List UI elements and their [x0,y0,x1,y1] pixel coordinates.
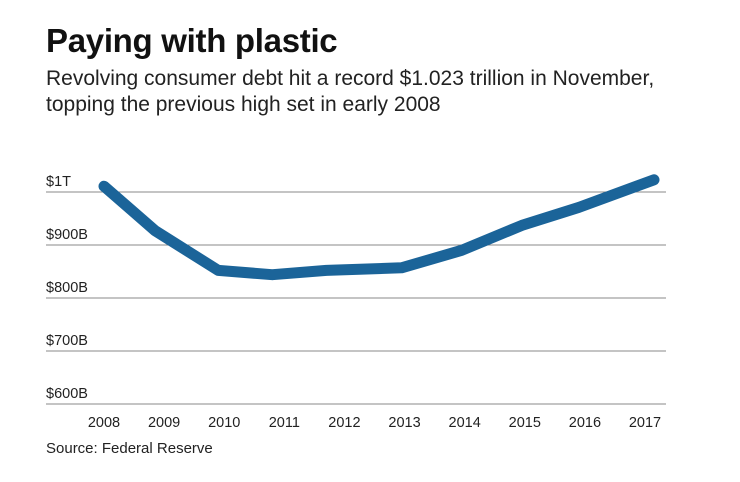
x-tick-label: 2016 [569,415,601,431]
x-tick-label: 2015 [509,415,541,431]
x-tick-label: 2017 [629,415,661,431]
gridlines [46,191,666,405]
y-axis-labels: $600B $700B $800B $900B $1T [46,174,88,402]
x-tick-label: 2008 [88,415,120,431]
x-axis-labels: 2008 2009 2010 2011 2012 2013 2014 2015 2016 2017 [88,415,661,431]
x-tick-label: 2013 [388,415,420,431]
chart-subtitle: Revolving consumer debt hit a record $1.… [46,67,655,116]
x-tick-label: 2009 [148,415,180,431]
x-tick-label: 2014 [449,415,481,431]
source-note: Source: Federal Reserve [46,440,213,457]
x-tick-label: 2010 [208,415,240,431]
y-tick-label: $600B [46,386,88,402]
series-layer [98,174,660,281]
y-tick-label: $800B [46,280,88,296]
x-tick-label: 2012 [328,415,360,431]
y-tick-label: $1T [46,174,71,190]
x-tick-label: 2011 [269,415,300,431]
y-tick-label: $700B [46,333,88,349]
chart-title: Paying with plastic [46,22,338,59]
y-tick-label: $900B [46,227,88,243]
series-line [98,174,660,281]
